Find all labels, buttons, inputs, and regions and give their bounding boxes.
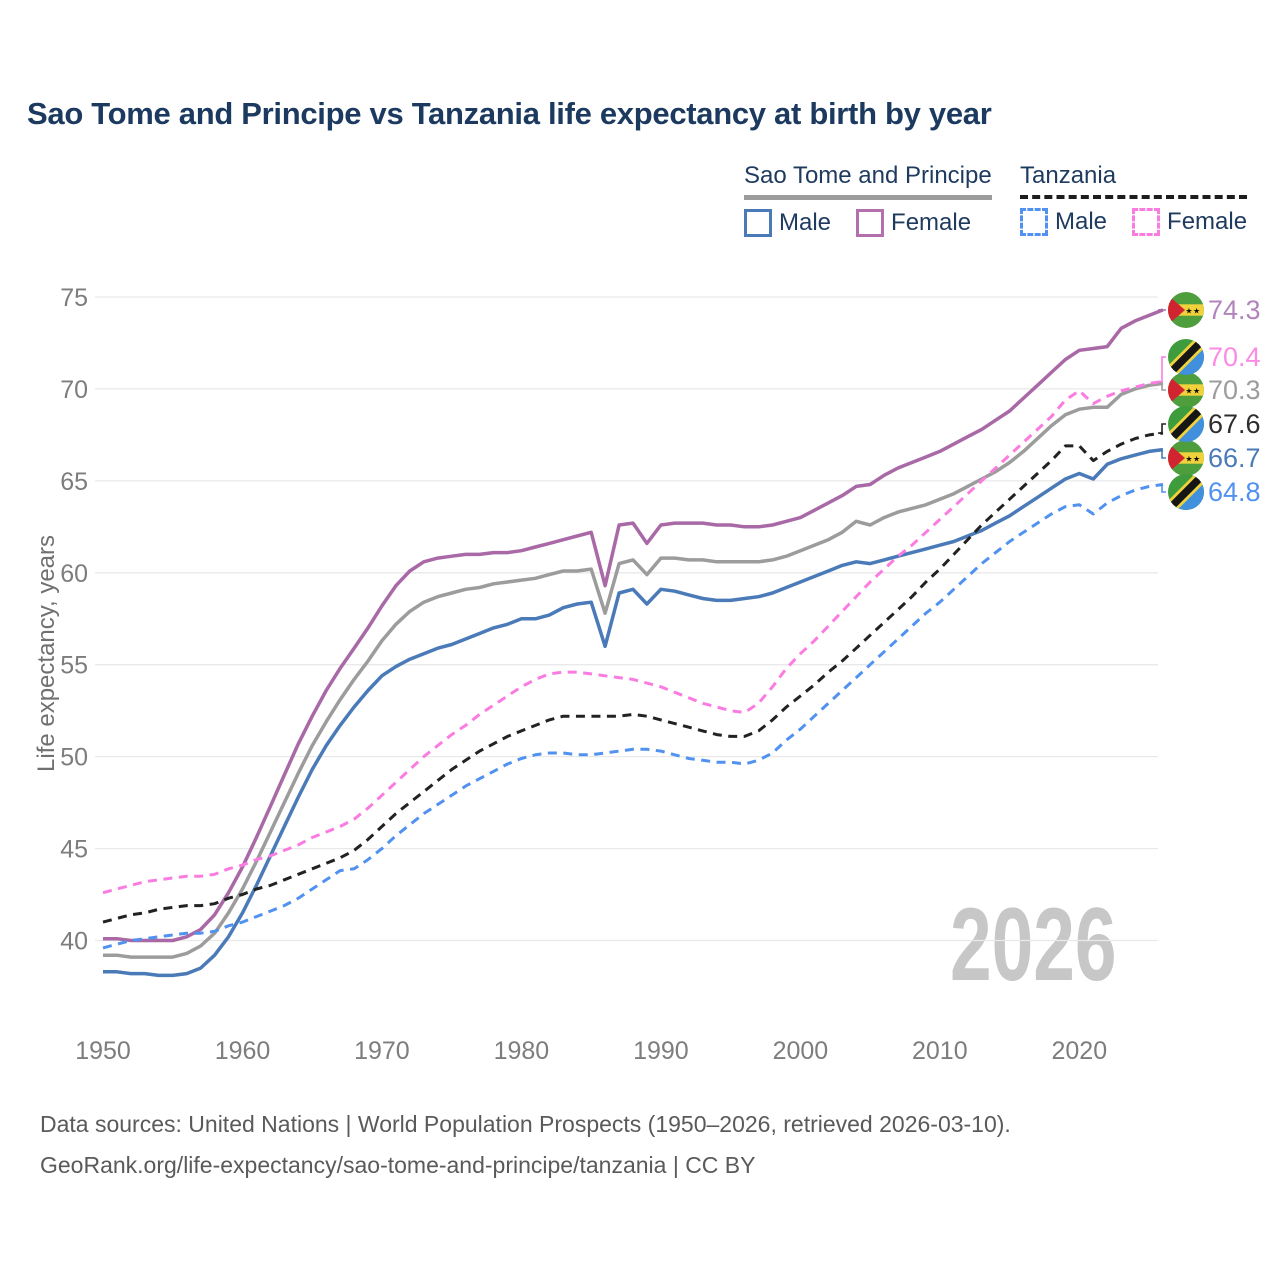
legend-label-stp-female[interactable]: Female	[891, 209, 972, 236]
end-value-label-tz-female: 70.4	[1208, 342, 1261, 372]
flag-icon-tanzania	[1168, 474, 1204, 510]
end-value-label-tz-male: 64.8	[1208, 477, 1261, 507]
x-tick-label-2010: 2010	[912, 1037, 968, 1065]
legend-header-sao-tome: Sao Tome and Principe	[744, 162, 992, 200]
footer-data-sources: Data sources: United Nations | World Pop…	[40, 1111, 1011, 1137]
end-value-label-stp-all: 70.3	[1208, 375, 1261, 405]
legend-label-tz-male[interactable]: Male	[1055, 208, 1108, 235]
y-tick-label-55: 55	[60, 652, 88, 680]
end-value-label-stp-male: 66.7	[1208, 443, 1261, 473]
flag-icon-sao-tome-and-principe: ★★	[1168, 372, 1204, 408]
y-tick-label-45: 45	[60, 836, 88, 864]
x-tick-label-1970: 1970	[354, 1037, 410, 1065]
x-tick-label-1960: 1960	[215, 1037, 271, 1065]
y-tick-label-60: 60	[60, 560, 88, 588]
y-tick-label-70: 70	[60, 376, 88, 404]
svg-text:★★: ★★	[1185, 455, 1200, 464]
y-tick-label-50: 50	[60, 744, 88, 772]
flag-icon-tanzania	[1168, 339, 1204, 375]
legend-swatch-tz-female[interactable]	[1132, 208, 1161, 236]
page-title: Sao Tome and Principe vs Tanzania life e…	[27, 96, 992, 131]
legend-label-tz-female[interactable]: Female	[1167, 208, 1248, 235]
legend-header-tanzania: Tanzania	[1020, 162, 1248, 199]
flag-icon-sao-tome-and-principe: ★★	[1168, 440, 1204, 476]
series-line-tz-all	[102, 431, 1164, 924]
series-line-stp-male	[103, 447, 1164, 978]
x-tick-label-2020: 2020	[1051, 1037, 1107, 1065]
x-tick-label-1990: 1990	[633, 1037, 689, 1065]
series-line-stp-female	[103, 308, 1164, 943]
legend-items-sao-tome: Male Female	[744, 209, 992, 237]
end-leader-tz-female	[1158, 356, 1166, 383]
legend-swatch-tz-male[interactable]	[1020, 208, 1048, 236]
svg-text:★★: ★★	[1185, 307, 1200, 316]
x-tick-label-2000: 2000	[773, 1037, 829, 1065]
end-leader-stp-all	[1158, 382, 1166, 391]
series-line-stp-all	[103, 381, 1164, 959]
legend-items-tanzania: Male Female	[1020, 208, 1247, 236]
legend-group-tanzania: Tanzania Male Female	[1020, 162, 1248, 236]
legend-swatch-stp-male[interactable]	[744, 209, 772, 237]
end-leader-tz-all	[1158, 423, 1166, 434]
y-axis-title: Life expectancy, years	[33, 534, 60, 772]
series-line-tz-male	[102, 483, 1164, 950]
series-line-tz-female	[102, 380, 1164, 895]
footer: Data sources: United Nations | World Pop…	[40, 1104, 1011, 1186]
watermark-year: 2026	[950, 887, 1117, 1003]
x-tick-label-1980: 1980	[494, 1037, 550, 1065]
legend-group-sao-tome: Sao Tome and Principe Male Female	[744, 162, 992, 237]
legend-swatch-stp-female[interactable]	[856, 209, 885, 237]
flag-icon-tanzania	[1168, 406, 1204, 442]
flag-icon-sao-tome-and-principe: ★★	[1168, 292, 1204, 328]
end-value-label-stp-female: 74.3	[1208, 295, 1261, 325]
legend-label-stp-male[interactable]: Male	[779, 209, 832, 236]
y-tick-label-40: 40	[60, 928, 88, 956]
y-tick-label-65: 65	[60, 468, 88, 496]
svg-text:★★: ★★	[1185, 387, 1200, 396]
x-tick-label-1950: 1950	[75, 1037, 131, 1065]
end-leader-stp-male	[1158, 448, 1166, 459]
end-value-label-tz-all: 67.6	[1208, 409, 1261, 439]
footer-url: GeoRank.org/life-expectancy/sao-tome-and…	[40, 1151, 756, 1178]
end-leader-tz-male	[1158, 483, 1166, 493]
y-tick-label-75: 75	[60, 284, 88, 312]
